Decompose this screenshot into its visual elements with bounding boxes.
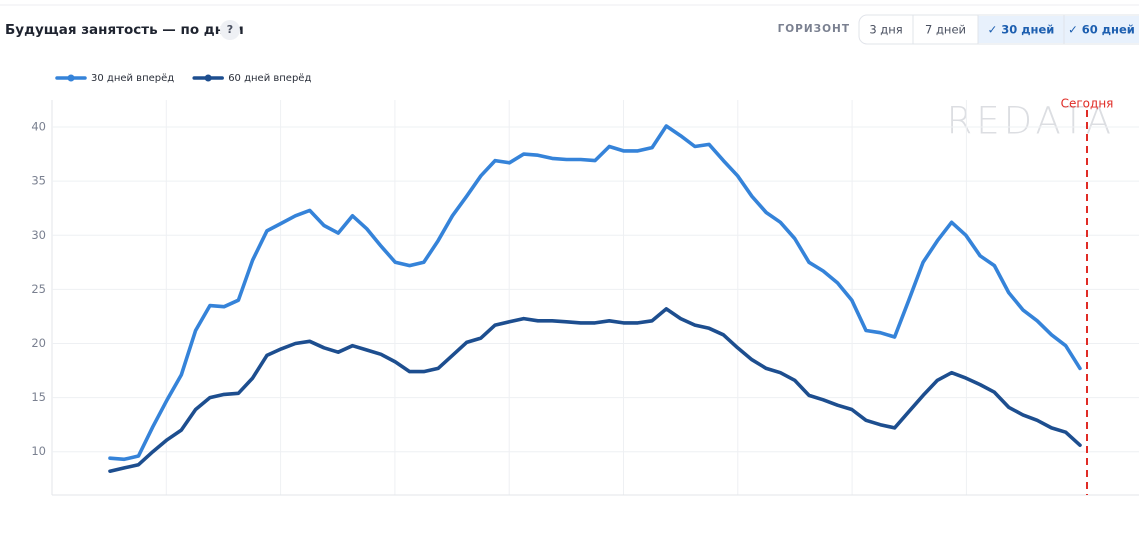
legend-dot bbox=[204, 74, 212, 82]
button-bg[interactable] bbox=[978, 16, 1064, 43]
legend-label: 60 дней вперёд bbox=[228, 73, 311, 84]
y-tick-label: 15 bbox=[31, 390, 46, 404]
horizon-label: ГОРИЗОНТ bbox=[778, 23, 850, 35]
button-bg[interactable] bbox=[1064, 16, 1139, 43]
y-tick-label: 40 bbox=[31, 120, 46, 134]
horizon-button[interactable]: 7 дней bbox=[925, 23, 966, 37]
y-tick-label: 10 bbox=[31, 444, 46, 458]
y-tick-label: 30 bbox=[31, 228, 46, 242]
help-icon-bg[interactable] bbox=[220, 20, 240, 40]
today-label: Сегодня bbox=[1061, 97, 1114, 111]
series-line bbox=[108, 307, 1082, 473]
legend-dot bbox=[67, 74, 75, 82]
horizon-button[interactable]: 3 дня bbox=[869, 23, 902, 37]
watermark: REDATA bbox=[947, 100, 1115, 143]
chart-title: Будущая занятость — по дням bbox=[5, 22, 244, 38]
y-tick-label: 35 bbox=[31, 174, 46, 188]
help-icon[interactable]: ? bbox=[227, 23, 233, 36]
horizon-button[interactable]: ✓ 60 дней bbox=[1068, 23, 1135, 37]
y-tick-label: 20 bbox=[31, 336, 46, 350]
y-tick-label: 25 bbox=[31, 282, 46, 296]
legend-label: 30 дней вперёд bbox=[91, 73, 174, 84]
series-line bbox=[108, 124, 1082, 462]
horizon-button[interactable]: ✓ 30 дней bbox=[988, 23, 1055, 37]
